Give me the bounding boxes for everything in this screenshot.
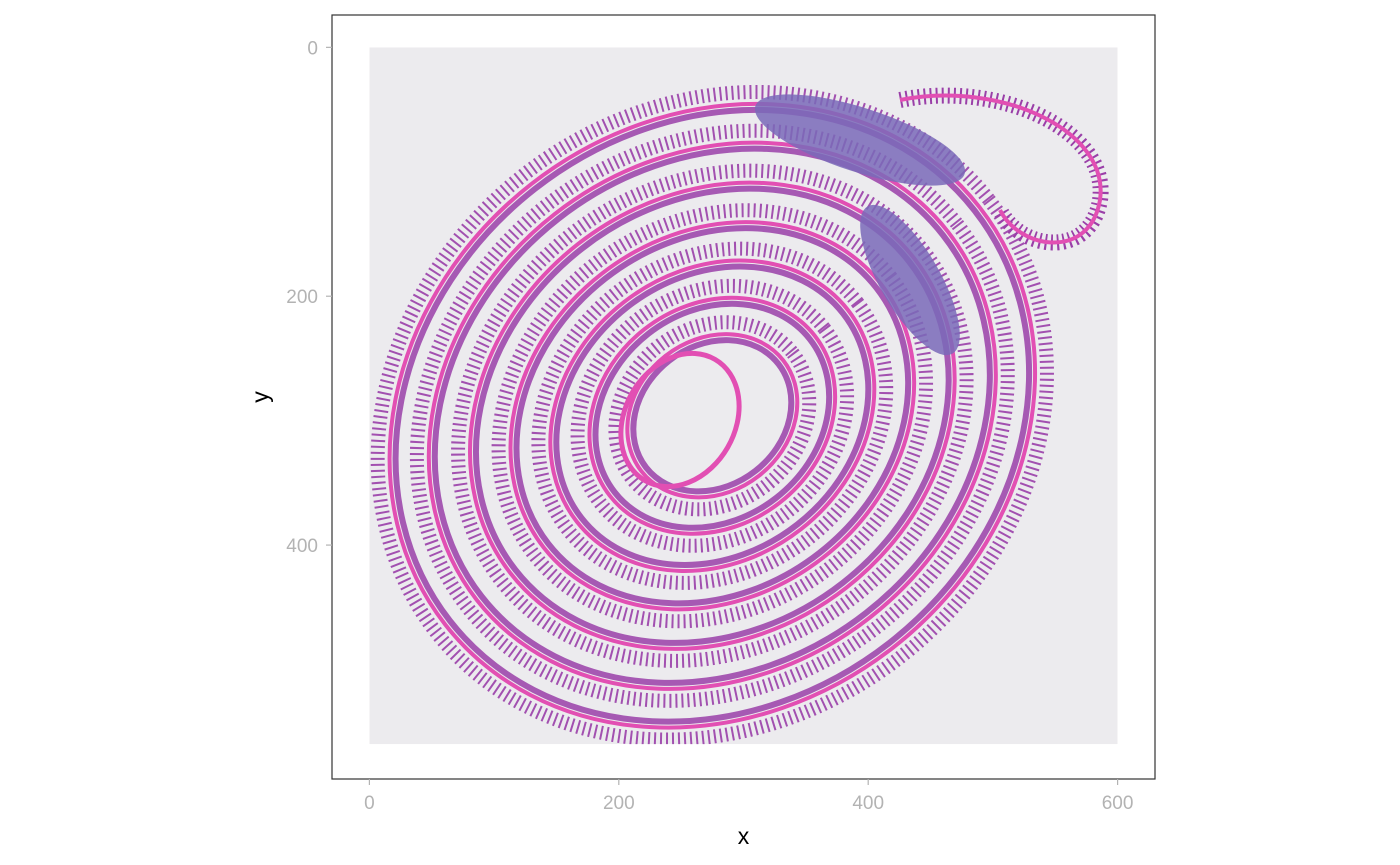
y-tick-label: 200 (286, 287, 318, 308)
muscle-ring (625, 332, 800, 500)
x-axis: 0 200 400 600 (364, 779, 1133, 814)
muscle-ring (548, 258, 877, 573)
mucosa-ring (431, 145, 993, 686)
mucosa-ring (392, 106, 1033, 725)
x-axis-title: x (738, 823, 750, 849)
y-tick-label: 400 (286, 536, 318, 557)
mucosa-ring (592, 300, 833, 531)
y-axis-title: y (247, 391, 273, 403)
villi-ring (370, 84, 1054, 745)
tissue-image (369, 47, 1118, 745)
y-axis: 0 200 400 (286, 38, 332, 557)
x-tick-label: 200 (603, 793, 635, 814)
muscle-ring (387, 101, 1037, 730)
x-tick-label: 600 (1102, 793, 1134, 814)
muscle-ring (587, 295, 838, 536)
center-loop (618, 350, 742, 490)
mucosa-ring (553, 263, 872, 568)
lymphoid-patch (754, 94, 966, 186)
villi-ring (531, 241, 894, 590)
muscle-ring (426, 140, 998, 691)
tissue-tail-muscle (899, 93, 1103, 245)
y-tick-label: 0 (307, 38, 318, 59)
mucosa-ring (513, 225, 912, 607)
villi-ring (570, 278, 855, 553)
x-tick-label: 0 (364, 793, 375, 814)
panel-border (331, 14, 1156, 780)
lymphoid-patch (860, 204, 960, 356)
villi-ring (409, 123, 1015, 708)
x-tick-label: 400 (852, 793, 884, 814)
